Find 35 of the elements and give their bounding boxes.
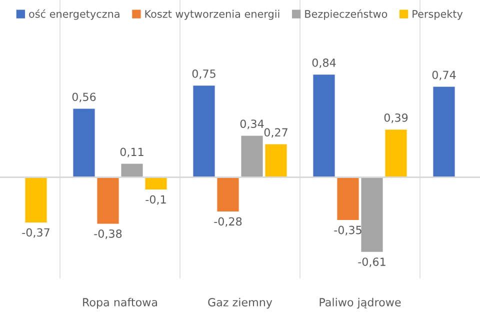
data-label: -0,37 <box>22 228 50 238</box>
bar <box>25 177 47 222</box>
data-label: -0,1 <box>146 195 166 205</box>
x-tick-label: Ropa naftowa <box>83 298 158 309</box>
data-label: 0,84 <box>312 58 336 68</box>
bar <box>193 86 215 178</box>
data-label: 0,75 <box>192 69 216 80</box>
data-label: -0,61 <box>358 258 386 268</box>
bar <box>73 108 95 178</box>
bar <box>145 177 167 190</box>
bar <box>433 86 455 178</box>
bar <box>385 130 407 178</box>
data-label: 0,39 <box>384 113 408 124</box>
data-label: 0,34 <box>240 120 264 130</box>
legend-label: Koszt wytworzenia energii <box>145 10 280 20</box>
bar <box>361 177 383 252</box>
data-label: -0,38 <box>94 229 122 239</box>
data-label: 0,27 <box>264 128 288 138</box>
x-tick-label: Paliwo jądrowe <box>320 298 401 309</box>
legend-label: Bezpieczeństwo <box>305 9 388 20</box>
bar <box>337 177 359 220</box>
data-label: -0,35 <box>334 226 362 236</box>
bar <box>217 177 239 212</box>
legend-label: ość energetyczna <box>29 9 120 20</box>
data-label: 0,11 <box>120 148 144 158</box>
legend-label: Perspekty <box>412 10 463 20</box>
bar <box>313 74 335 178</box>
data-label: 0,74 <box>432 70 456 80</box>
bar <box>121 164 143 178</box>
x-tick-label: Gaz ziemny <box>208 298 272 309</box>
data-label: -0,28 <box>214 217 242 227</box>
data-label: 0,56 <box>72 92 96 102</box>
bar <box>265 144 287 178</box>
bar <box>97 177 119 224</box>
bar <box>241 136 263 178</box>
